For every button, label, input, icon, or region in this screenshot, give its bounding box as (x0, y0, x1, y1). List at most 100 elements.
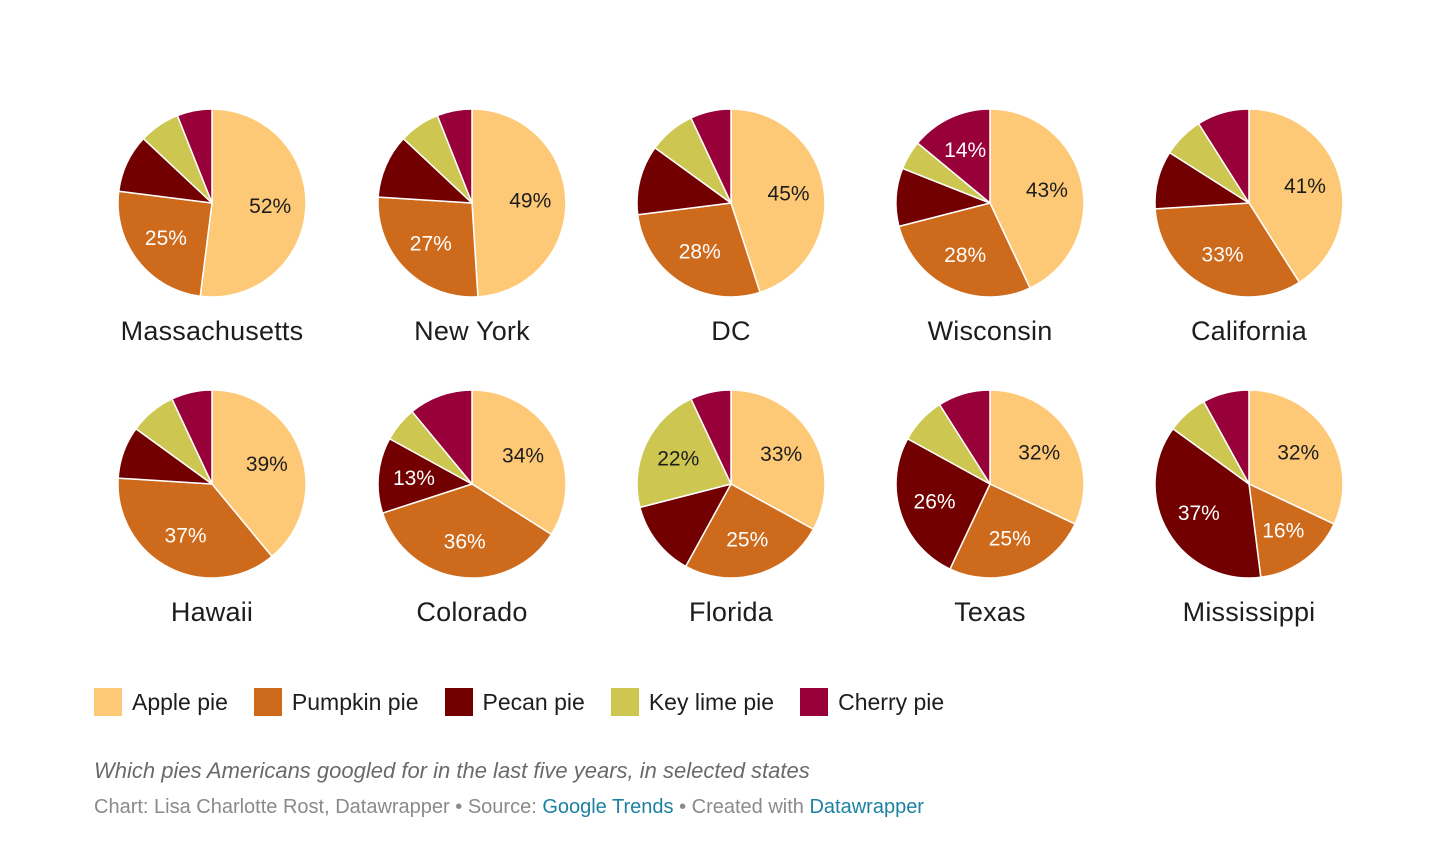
pie-title-texas: Texas (954, 597, 1026, 627)
slice-hawaii-apple-pie (211, 389, 307, 558)
slice-hawaii-pumpkin-pie (117, 477, 273, 579)
data-label-texas-apple-pie: 32% (1018, 441, 1060, 464)
slice-wisconsin-pumpkin-pie (898, 202, 1031, 298)
data-label-hawaii-apple-pie: 39% (246, 453, 288, 476)
slice-mississippi-pecan-pie (1154, 428, 1262, 579)
data-label-texas-pecan-pie: 26% (914, 491, 956, 514)
legend-item-key-lime: Key lime pie (610, 688, 775, 716)
pie-texas: 32% 25% 26% (895, 389, 1085, 579)
pie-title-california: California (1190, 316, 1308, 346)
data-label-dc-pumpkin-pie: 28% (679, 241, 721, 264)
slice-massachusetts-apple-pie (199, 108, 307, 298)
slice-new-york-pecan-pie (377, 137, 473, 204)
slice-florida-pecan-pie (639, 483, 732, 568)
slice-texas-cherry-pie (938, 389, 991, 485)
pie-dc: 45% 28% (636, 108, 826, 298)
slice-hawaii-cherry-pie (171, 389, 213, 485)
legend-item-apple: Apple pie (94, 688, 228, 716)
slice-wisconsin-apple-pie (989, 108, 1085, 289)
data-label-mississippi-apple-pie: 32% (1277, 441, 1319, 464)
pie-title-florida: Florida (689, 597, 773, 627)
slice-california-cherry-pie (1197, 108, 1250, 204)
data-label-florida-key-lime-pie: 22% (657, 448, 699, 471)
legend-swatch-key-lime (610, 688, 639, 716)
credit-prefix: Chart: Lisa Charlotte Rost, Datawrapper … (94, 796, 543, 818)
credit-mid: • Created with (673, 796, 810, 818)
datawrapper-link[interactable]: Datawrapper (809, 796, 924, 818)
slice-florida-cherry-pie (690, 389, 732, 485)
pie-title-hawaii: Hawaii (170, 597, 254, 627)
legend: Apple pie Pumpkin pie Pecan pie Key lime… (94, 688, 970, 716)
legend-swatch-pecan (444, 688, 473, 716)
pie-wisconsin: 43% 28% 14% (895, 108, 1085, 298)
legend-swatch-cherry (800, 688, 829, 716)
slice-florida-apple-pie (730, 389, 826, 531)
pie-mississippi: 32% 16% 37% (1154, 389, 1344, 579)
slice-massachusetts-cherry-pie (176, 108, 213, 204)
pie-colorado: 34% 36% 13% (377, 389, 567, 579)
pie-title-massachusetts: Massachusetts (120, 316, 304, 346)
chart-notes: Which pies Americans googled for in the … (94, 758, 924, 819)
legend-swatch-pumpkin (253, 688, 282, 716)
slice-colorado-pumpkin-pie (381, 483, 553, 579)
chart-credit: Chart: Lisa Charlotte Rost, Datawrapper … (94, 796, 924, 819)
slice-florida-pumpkin-pie (684, 483, 815, 579)
data-label-dc-apple-pie: 45% (768, 182, 810, 205)
data-label-colorado-pecan-pie: 13% (393, 467, 435, 490)
data-label-colorado-pumpkin-pie: 36% (444, 530, 486, 553)
slice-texas-pumpkin-pie (949, 483, 1076, 579)
source-link[interactable]: Google Trends (542, 796, 674, 818)
pie-new-york: 49% 27% (377, 108, 567, 298)
data-label-new-york-apple-pie: 49% (509, 190, 551, 213)
pie-california: 41% 33% (1154, 108, 1344, 298)
pie-hawaii: 39% 37% (117, 389, 307, 579)
slice-colorado-pecan-pie (377, 437, 473, 514)
slice-mississippi-apple-pie (1248, 389, 1344, 525)
slice-mississippi-pumpkin-pie (1248, 483, 1335, 579)
data-label-wisconsin-apple-pie: 43% (1026, 179, 1068, 202)
data-label-hawaii-pumpkin-pie: 37% (165, 524, 207, 547)
data-label-mississippi-pecan-pie: 37% (1178, 502, 1220, 525)
slice-dc-cherry-pie (690, 108, 732, 204)
pie-massachusetts: 52% 25% (117, 108, 307, 298)
slice-new-york-pumpkin-pie (377, 196, 479, 298)
data-label-california-pumpkin-pie: 33% (1202, 243, 1244, 266)
data-label-massachusetts-pumpkin-pie: 25% (145, 227, 187, 250)
slice-dc-pumpkin-pie (636, 202, 761, 298)
data-label-california-apple-pie: 41% (1284, 175, 1326, 198)
pie-florida: 33% 25% 22% (636, 389, 826, 579)
slice-dc-pecan-pie (636, 147, 732, 216)
legend-label-pumpkin: Pumpkin pie (291, 688, 419, 715)
legend-label-apple: Apple pie (132, 688, 228, 715)
legend-label-pecan: Pecan pie (482, 688, 585, 715)
pie-title-new-york: New York (414, 316, 530, 346)
data-label-massachusetts-apple-pie: 52% (249, 195, 291, 218)
slice-florida-key-lime-pie (636, 398, 732, 509)
slice-dc-apple-pie (730, 108, 826, 294)
pie-charts: 52%25%49%27%45%28%43%28%14%41%33%39%37%3… (117, 108, 1344, 579)
slice-wisconsin-cherry-pie (916, 108, 991, 204)
pie-title-colorado: Colorado (416, 597, 528, 627)
slice-mississippi-cherry-pie (1202, 389, 1250, 485)
slice-california-pumpkin-pie (1154, 202, 1301, 298)
data-label-mississippi-pumpkin-pie: 16% (1262, 520, 1304, 543)
slice-colorado-cherry-pie (411, 389, 473, 485)
data-label-colorado-apple-pie: 34% (502, 444, 544, 467)
slice-massachusetts-pumpkin-pie (117, 190, 213, 298)
pie-title-dc: DC (711, 316, 751, 346)
data-label-wisconsin-pumpkin-pie: 28% (944, 244, 986, 267)
chart-description: Which pies Americans googled for in the … (94, 758, 810, 783)
legend-item-pumpkin: Pumpkin pie (253, 688, 419, 716)
data-label-florida-apple-pie: 33% (760, 443, 802, 466)
slice-new-york-cherry-pie (436, 108, 473, 204)
legend-label-key-lime: Key lime pie (648, 688, 775, 715)
slice-texas-apple-pie (989, 389, 1085, 525)
pie-title-mississippi: Mississippi (1182, 597, 1316, 627)
legend-swatch-apple (94, 688, 122, 716)
data-label-new-york-pumpkin-pie: 27% (410, 233, 452, 256)
data-label-florida-pumpkin-pie: 25% (726, 528, 768, 551)
data-label-wisconsin-cherry-pie: 14% (944, 139, 986, 162)
data-label-texas-pumpkin-pie: 25% (989, 527, 1031, 550)
legend-item-pecan: Pecan pie (444, 688, 585, 716)
